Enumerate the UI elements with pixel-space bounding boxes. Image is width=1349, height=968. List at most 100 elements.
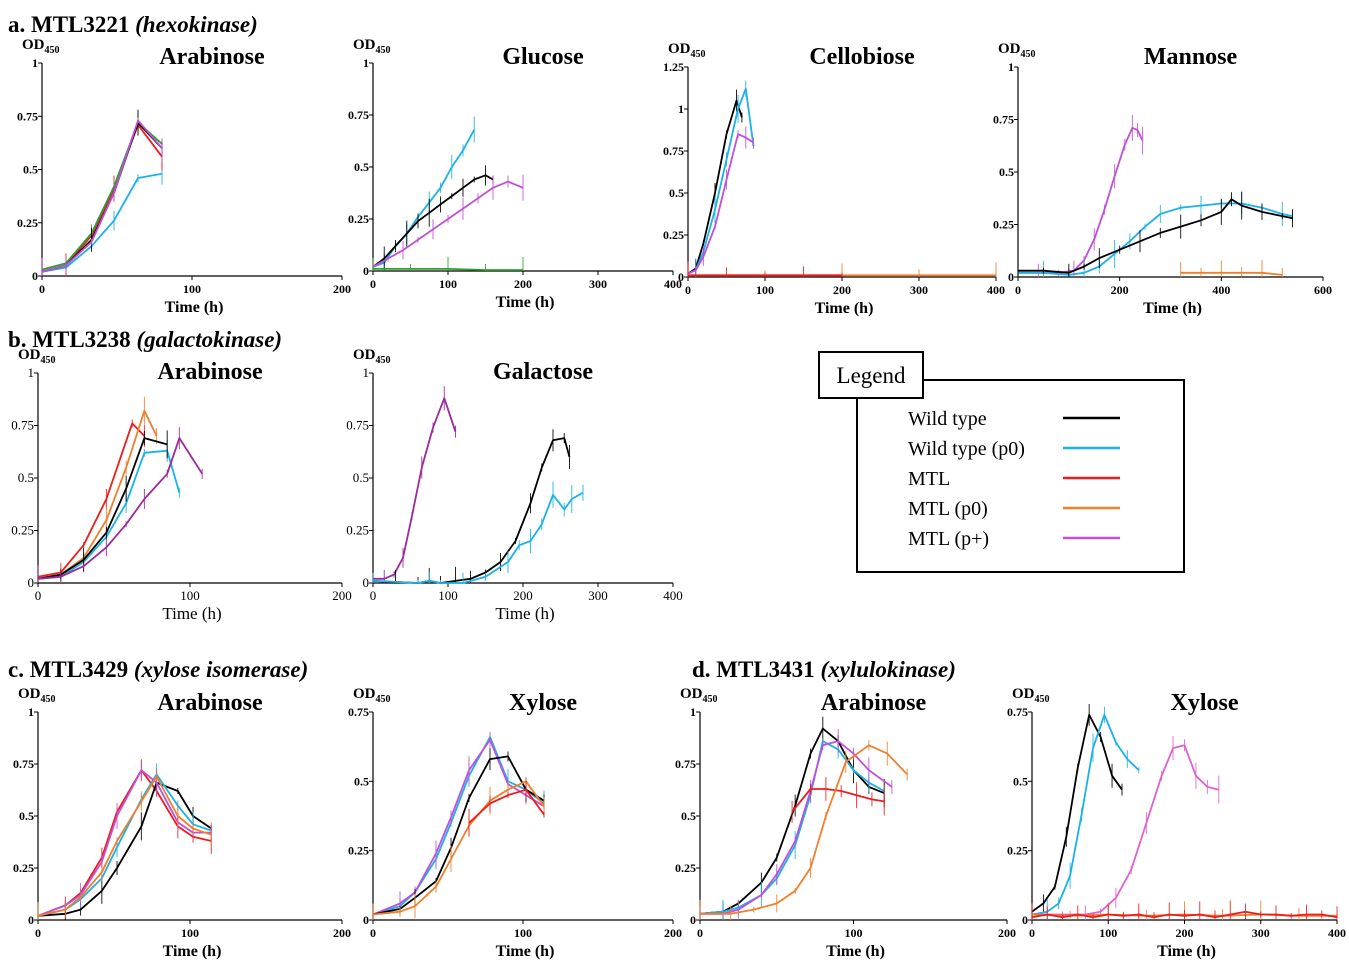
y-tick-label: 0.25 xyxy=(348,212,369,226)
y-tick-label: 0.5 xyxy=(18,470,34,485)
x-tick-label: 400 xyxy=(1328,926,1346,940)
x-axis-label: Time (h) xyxy=(162,604,221,623)
series-line xyxy=(700,740,893,915)
section-title-a: a. MTL3221 (hexokinase) xyxy=(8,12,258,37)
x-tick-label: 0 xyxy=(39,282,45,296)
chart-a1: Arabinose OD450 0 0.25 0.5 0.75 1 0 100 200 Time (… xyxy=(17,37,351,316)
series-line xyxy=(372,129,476,268)
series-line xyxy=(1018,127,1144,274)
legend-item-label: MTL (p+) xyxy=(908,528,989,550)
chart-title: Xylose xyxy=(1171,690,1239,716)
series-line xyxy=(41,119,163,273)
chart-b2: Galactose OD450 0 0.25 0.5 0.75 1 0 100 200 300 400… xyxy=(346,347,683,623)
x-axis-label: Time (h) xyxy=(163,943,222,960)
chart-a3: Cellobiose OD450 0 0.25 0.5 0.75 1 1.25 0 100 200 3… xyxy=(663,41,1005,317)
y-tick-label: 0 xyxy=(1022,913,1028,927)
y-axis-label: OD450 xyxy=(353,347,391,366)
y-tick-label: 0.25 xyxy=(348,844,369,858)
series-line xyxy=(37,781,212,917)
chart-title: Arabinose xyxy=(821,690,927,716)
y-tick-label: 0.75 xyxy=(663,144,684,158)
x-tick-label: 400 xyxy=(663,588,683,603)
x-tick-label: 100 xyxy=(183,282,201,296)
y-tick-label: 1 xyxy=(1008,60,1014,74)
legend-title: Legend xyxy=(837,363,906,388)
x-tick-label: 100 xyxy=(439,277,457,291)
x-tick-label: 400 xyxy=(1212,283,1230,297)
y-tick-label: 0.5 xyxy=(669,186,684,200)
chart-d1: Arabinose OD450 0 0.25 0.5 0.75 1 0 100 200 Time (… xyxy=(675,686,1016,960)
y-axis-label: OD450 xyxy=(998,41,1036,60)
y-tick-label: 0.5 xyxy=(354,774,369,788)
x-tick-label: 100 xyxy=(756,283,774,297)
y-tick-label: 0.5 xyxy=(1013,774,1028,788)
x-axis-label: Time (h) xyxy=(826,943,885,960)
series-line xyxy=(37,409,158,580)
x-tick-label: 200 xyxy=(332,588,352,603)
series-line xyxy=(687,87,755,275)
x-tick-label: 200 xyxy=(833,283,851,297)
x-tick-label: 200 xyxy=(664,926,682,940)
series-line xyxy=(1018,198,1293,274)
y-tick-label: 0.25 xyxy=(346,523,369,538)
y-tick-label: 0.75 xyxy=(1007,705,1028,719)
series-line xyxy=(1180,271,1283,276)
series-line xyxy=(372,491,584,584)
series-line xyxy=(37,769,212,917)
series-line xyxy=(372,174,494,268)
x-tick-label: 300 xyxy=(589,277,607,291)
chart-b1: Arabinose OD450 0 0.25 0.5 0.75 1 0 100 200 Time (… xyxy=(11,347,352,623)
series-line xyxy=(1018,202,1293,276)
section-title-c: c. MTL3429 (xylose isomerase) xyxy=(8,657,308,682)
y-tick-label: 1 xyxy=(32,56,38,70)
y-tick-label: 0.5 xyxy=(23,163,38,177)
x-tick-label: 600 xyxy=(1314,283,1332,297)
series-line xyxy=(372,780,545,916)
x-axis-label: Time (h) xyxy=(496,943,555,960)
x-tick-label: 0 xyxy=(370,926,376,940)
series-line xyxy=(37,773,212,917)
y-tick-label: 0 xyxy=(363,264,369,278)
series-line xyxy=(37,769,212,917)
y-tick-label: 0 xyxy=(28,913,34,927)
x-tick-label: 0 xyxy=(370,588,377,603)
x-tick-label: 100 xyxy=(180,588,200,603)
x-tick-label: 200 xyxy=(514,277,532,291)
section-title-b: b. MTL3238 (galactokinase) xyxy=(8,327,282,352)
y-tick-label: 0 xyxy=(363,575,370,590)
y-axis-label: OD450 xyxy=(22,37,60,56)
y-tick-label: 1 xyxy=(28,705,34,719)
y-tick-label: 0.25 xyxy=(675,861,696,875)
y-tick-label: 0.25 xyxy=(13,861,34,875)
series-line xyxy=(41,172,163,273)
chart-title: Arabinose xyxy=(157,359,263,385)
y-tick-label: 1 xyxy=(678,102,684,116)
x-tick-label: 0 xyxy=(697,926,703,940)
x-tick-label: 400 xyxy=(987,283,1005,297)
y-tick-label: 0.5 xyxy=(353,470,369,485)
chart-title: Glucose xyxy=(502,44,584,70)
y-axis-label: OD450 xyxy=(18,686,56,705)
series-line xyxy=(700,744,908,915)
legend-item-label: Wild type xyxy=(908,408,987,430)
y-tick-label: 0 xyxy=(678,270,684,284)
x-axis-label: Time (h) xyxy=(815,300,874,317)
x-tick-label: 100 xyxy=(514,926,532,940)
chart-title: Xylose xyxy=(509,690,577,716)
legend-item-label: Wild type (p0) xyxy=(908,438,1025,460)
y-tick-label: 1 xyxy=(363,365,370,380)
y-tick-label: 1.25 xyxy=(663,60,684,74)
y-tick-label: 0 xyxy=(32,269,38,283)
y-tick-label: 0.75 xyxy=(348,108,369,122)
y-axis-label: OD450 xyxy=(680,686,718,705)
legend: Legend Wild type Wild type (p0) MTL MTL (p0… xyxy=(818,351,1185,573)
series-line xyxy=(372,180,524,268)
series-line xyxy=(687,133,754,275)
series-line xyxy=(1031,713,1140,916)
y-axis-label: OD450 xyxy=(18,347,56,366)
y-tick-label: 0.25 xyxy=(663,228,684,242)
x-axis-label: Time (h) xyxy=(495,604,554,623)
series-line xyxy=(41,121,163,271)
x-axis-label: Time (h) xyxy=(496,294,555,311)
y-axis-label: OD450 xyxy=(668,41,706,60)
